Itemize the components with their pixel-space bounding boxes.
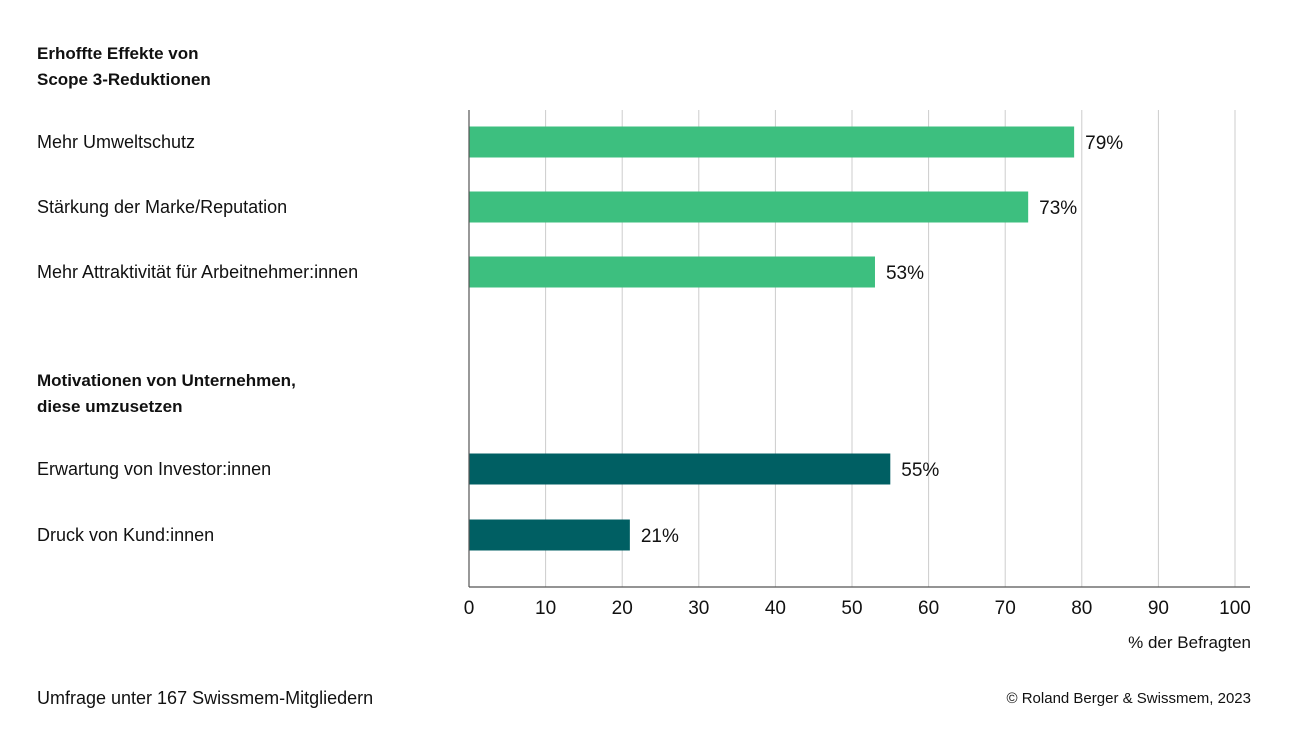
- copyright: © Roland Berger & Swissmem, 2023: [1007, 690, 1252, 707]
- x-tick-label: 30: [688, 598, 709, 619]
- category-label: Stärkung der Marke/Reputation: [37, 197, 287, 217]
- value-label: 53%: [886, 263, 924, 284]
- category-label: Erwartung von Investor:innen: [37, 459, 271, 479]
- x-tick-label: 90: [1148, 598, 1169, 619]
- group-title: diese umzusetzen: [37, 397, 183, 416]
- group-title: Scope 3-Reduktionen: [37, 70, 211, 89]
- value-label: 21%: [641, 526, 679, 547]
- bar: [469, 191, 1029, 223]
- value-label: 73%: [1039, 198, 1077, 219]
- bar: [469, 519, 630, 551]
- bar: [469, 453, 891, 485]
- x-tick-label: 80: [1071, 598, 1092, 619]
- x-tick-label: 60: [918, 598, 939, 619]
- x-tick-label: 50: [841, 598, 862, 619]
- bar: [469, 126, 1075, 158]
- bar: [469, 256, 875, 288]
- category-label: Mehr Umweltschutz: [37, 132, 195, 152]
- value-label: 79%: [1085, 133, 1123, 154]
- x-axis-label: % der Befragten: [1128, 633, 1251, 652]
- group-title: Motivationen von Unternehmen,: [37, 371, 296, 390]
- x-tick-label: 20: [612, 598, 633, 619]
- x-tick-label: 0: [464, 598, 475, 619]
- group-title: Erhoffte Effekte von: [37, 44, 199, 63]
- x-tick-label: 40: [765, 598, 786, 619]
- value-label: 55%: [901, 460, 939, 481]
- category-label: Druck von Kund:innen: [37, 525, 214, 545]
- category-label: Mehr Attraktivität für Arbeitnehmer:inne…: [37, 262, 358, 282]
- source-note: Umfrage unter 167 Swissmem-Mitgliedern: [37, 688, 373, 708]
- x-tick-label: 70: [995, 598, 1016, 619]
- x-tick-label: 100: [1219, 598, 1251, 619]
- x-tick-label: 10: [535, 598, 556, 619]
